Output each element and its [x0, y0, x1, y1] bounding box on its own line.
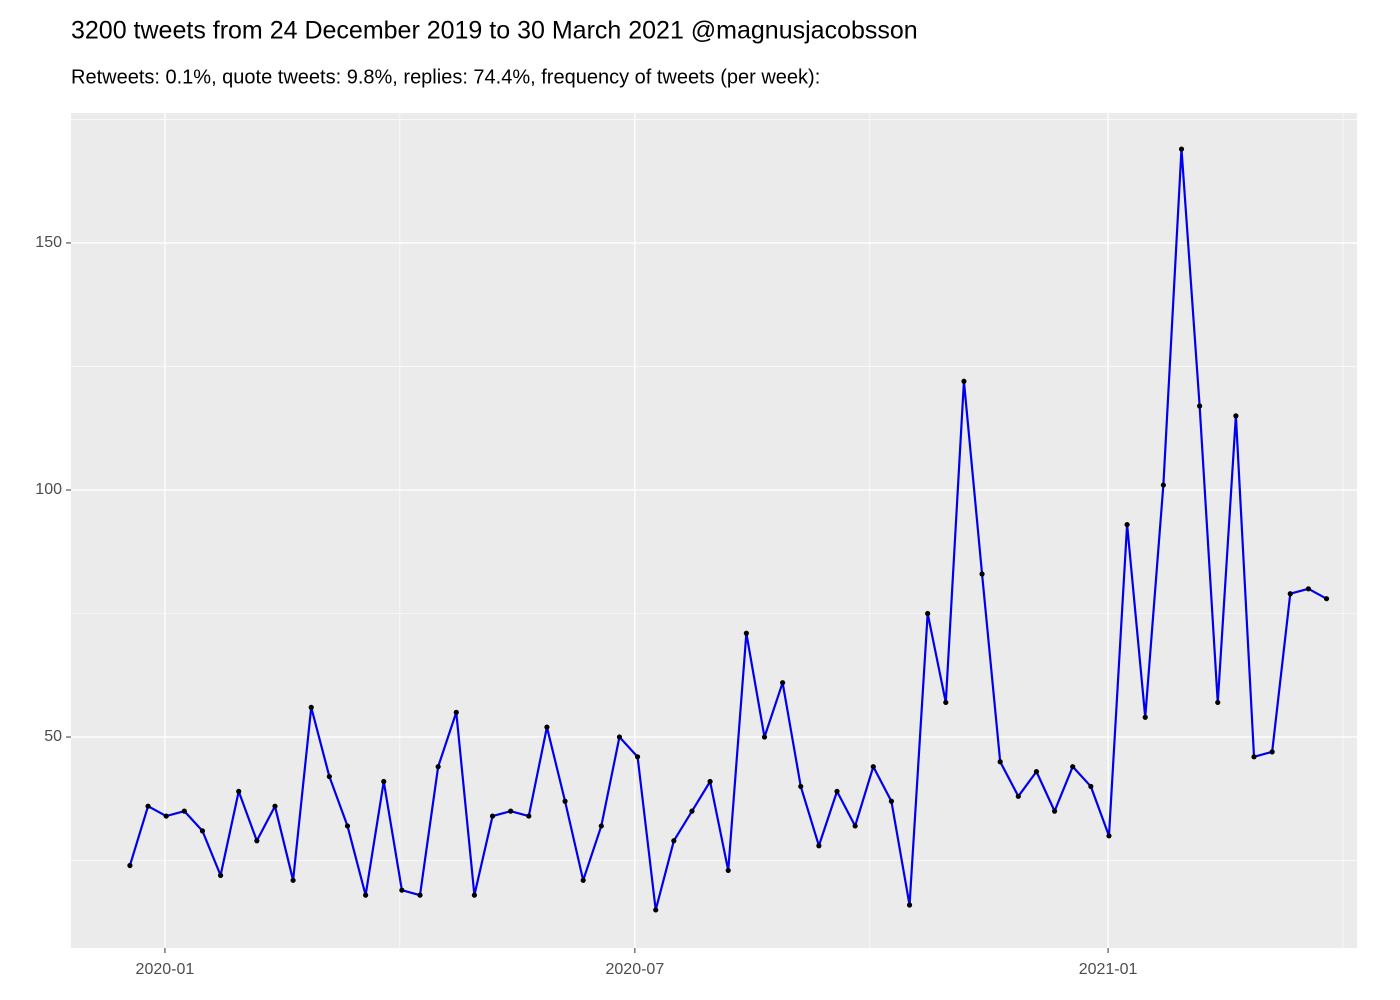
point — [616, 734, 623, 740]
point — [943, 699, 949, 706]
point — [544, 724, 550, 730]
point — [1033, 769, 1040, 775]
point — [689, 808, 695, 814]
point — [888, 798, 895, 804]
point — [979, 571, 985, 577]
chart-subtitle: Retweets: 0.1%, quote tweets: 9.8%, repl… — [71, 66, 820, 88]
x-tick-label: 2020-07 — [606, 961, 665, 978]
point — [798, 783, 804, 790]
point — [217, 872, 224, 878]
point — [997, 759, 1003, 765]
point — [580, 877, 586, 883]
y-tick-label: 100 — [35, 481, 62, 498]
point — [399, 887, 405, 893]
point — [1070, 764, 1076, 770]
point — [961, 378, 967, 384]
point — [326, 773, 332, 780]
point — [127, 862, 133, 869]
point — [761, 734, 768, 740]
point — [1178, 146, 1185, 152]
point — [1197, 403, 1203, 409]
point — [199, 828, 206, 834]
point — [598, 823, 604, 829]
point — [780, 680, 786, 686]
point — [236, 788, 242, 794]
point — [834, 788, 840, 794]
point — [1088, 783, 1094, 790]
point — [852, 823, 858, 829]
point — [290, 877, 296, 883]
point — [417, 892, 423, 898]
point — [906, 902, 913, 908]
point — [1269, 749, 1275, 755]
point — [1015, 793, 1021, 799]
point — [181, 808, 187, 814]
point — [1251, 754, 1257, 760]
point — [381, 778, 387, 785]
point — [725, 867, 731, 874]
y-tick-label: 150 — [35, 234, 62, 251]
point — [707, 778, 713, 785]
x-tick-label: 2021-01 — [1079, 961, 1138, 978]
point — [1124, 521, 1130, 528]
point — [671, 838, 677, 844]
point — [508, 808, 514, 814]
point — [1142, 714, 1148, 720]
point — [526, 813, 532, 819]
point — [308, 704, 314, 710]
x-tick-label: 2020-01 — [136, 961, 195, 978]
point — [344, 823, 351, 829]
chart-title: 3200 tweets from 24 December 2019 to 30 … — [71, 17, 918, 45]
point — [363, 892, 369, 898]
point — [145, 803, 151, 809]
point — [1106, 833, 1112, 839]
point — [254, 838, 260, 844]
point — [435, 764, 441, 770]
point — [453, 709, 459, 715]
point — [870, 764, 876, 770]
point — [653, 907, 659, 913]
point — [489, 813, 496, 819]
point — [1160, 482, 1166, 488]
y-tick-label: 50 — [44, 728, 62, 745]
point — [163, 813, 169, 819]
point — [816, 843, 822, 849]
point — [1287, 591, 1293, 597]
point — [1305, 586, 1312, 592]
point — [1215, 699, 1221, 706]
point — [1323, 596, 1330, 602]
point — [743, 630, 749, 636]
point — [272, 803, 278, 809]
point — [562, 798, 568, 804]
point — [1051, 808, 1058, 814]
point — [925, 610, 931, 617]
point — [471, 892, 478, 898]
point — [1233, 413, 1239, 419]
plot-panel — [71, 113, 1357, 948]
point — [634, 754, 641, 760]
